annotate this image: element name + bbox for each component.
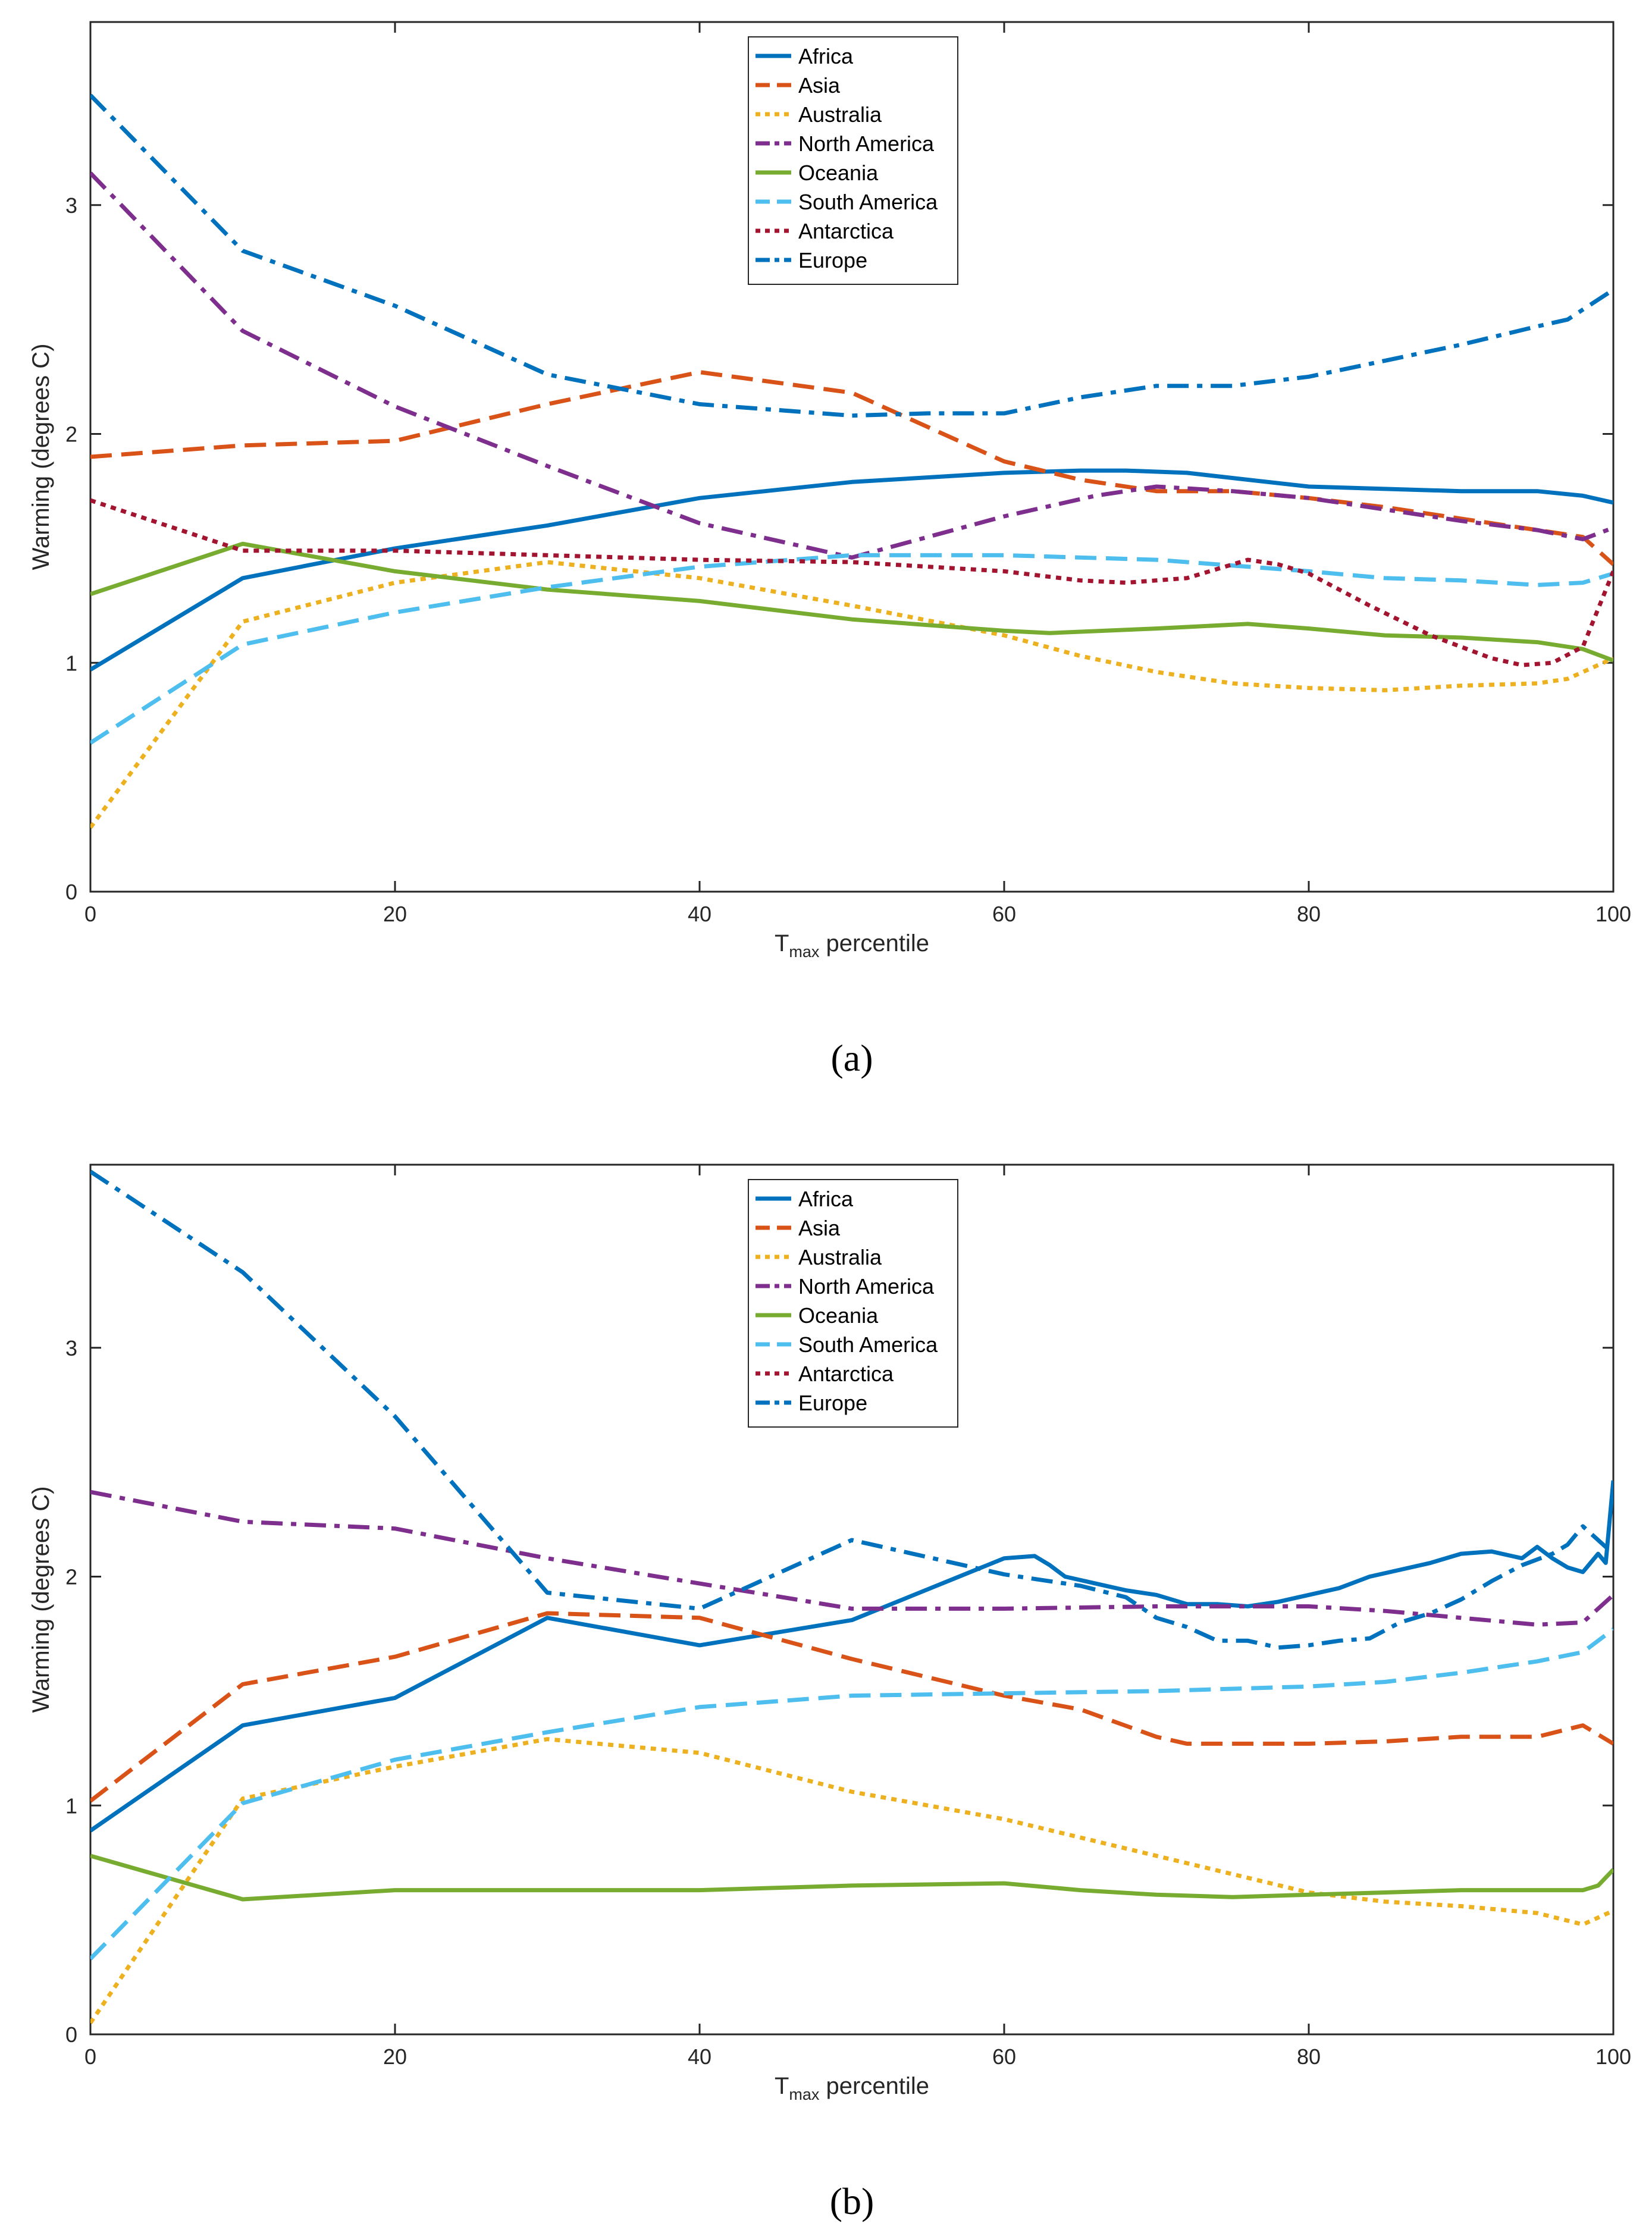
series-line-australia [90, 1737, 1613, 2024]
legend-label: South America [798, 190, 938, 214]
y-axis-label: Warming (degrees C) [28, 344, 54, 570]
legend-label: Europe [798, 1391, 867, 1415]
figure-caption: (a) [830, 1037, 873, 1079]
series-line-south-america [90, 1627, 1613, 1961]
x-axis-label-main: T [775, 930, 789, 957]
series-group [90, 93, 1613, 829]
chart-panel-0: 0 20 40 60 80 100 0 1 2 3 Warming (degrees C) Tmax … [28, 21, 1631, 1079]
series-line-australia [90, 560, 1613, 829]
x-tick-label: 20 [383, 2044, 407, 2069]
legend-label: Antarctica [798, 219, 894, 243]
legend-label: Asia [798, 73, 841, 98]
legend: Africa Asia Australia North America Oceania S… [748, 36, 958, 285]
legend-label: North America [798, 131, 935, 156]
y-tick-label: 2 [65, 422, 77, 447]
x-tick-label: 60 [992, 2044, 1016, 2069]
legend-label: North America [798, 1274, 935, 1299]
y-axis-label: Warming (degrees C) [28, 1487, 54, 1713]
legend-label: Africa [798, 44, 854, 68]
legend-label: South America [798, 1332, 938, 1357]
legend-box [748, 36, 958, 285]
legend-label: Africa [798, 1187, 854, 1211]
legend-label: Australia [798, 102, 882, 127]
legend-label: Asia [798, 1216, 841, 1240]
x-tick-label: 100 [1595, 2044, 1631, 2069]
x-tick-label: 20 [383, 902, 407, 926]
series-line-asia [90, 1611, 1613, 1803]
x-axis-label-sub: max [789, 2086, 820, 2103]
series-line-south-america [90, 553, 1613, 745]
x-tick-label: 0 [84, 902, 96, 926]
series-line-oceania [90, 1854, 1613, 1902]
legend-label: Oceania [798, 1303, 879, 1328]
x-tick-label: 60 [992, 902, 1016, 926]
legend-label: Australia [798, 1245, 882, 1269]
x-axis-label: Tmax percentile [775, 2073, 929, 2103]
figure-caption: (b) [830, 2180, 874, 2222]
series-line-antarctica [90, 498, 1613, 667]
series-group [90, 1169, 1613, 2024]
chart-panel-1: 0 20 40 60 80 100 0 1 2 3 Warming (degrees C) Tmax … [28, 1164, 1631, 2222]
series-line-north-america [90, 1489, 1613, 1627]
series-line-north-america [90, 171, 1613, 560]
legend: Africa Asia Australia North America Oceania S… [748, 1179, 958, 1428]
y-tick-label: 3 [65, 193, 77, 218]
y-tick-label: 2 [65, 1565, 77, 1589]
x-tick-label: 40 [688, 902, 711, 926]
x-tick-label: 80 [1297, 902, 1321, 926]
x-axis-label-rest: percentile [819, 930, 929, 957]
series-line-europe [90, 93, 1613, 418]
series-line-africa [90, 468, 1613, 672]
legend-label: Oceania [798, 161, 879, 185]
x-tick-label: 100 [1595, 902, 1631, 926]
y-tick-label: 1 [65, 1793, 77, 1818]
x-tick-label: 0 [84, 2044, 96, 2069]
legend-label: Antarctica [798, 1362, 894, 1386]
series-line-oceania [90, 541, 1613, 663]
x-axis-label-sub: max [789, 943, 820, 961]
series-line-europe [90, 1169, 1613, 1650]
y-tick-label: 0 [65, 880, 77, 904]
legend-label: Europe [798, 248, 867, 272]
y-tick-label: 3 [65, 1336, 77, 1360]
y-tick-label: 1 [65, 651, 77, 675]
x-tick-label: 80 [1297, 2044, 1321, 2069]
legend-box [748, 1179, 958, 1428]
y-tick-label: 0 [65, 2022, 77, 2047]
x-axis-label-main: T [775, 2073, 789, 2099]
x-axis-label: Tmax percentile [775, 930, 929, 961]
x-axis-label-rest: percentile [819, 2073, 929, 2099]
x-tick-label: 40 [688, 2044, 711, 2069]
